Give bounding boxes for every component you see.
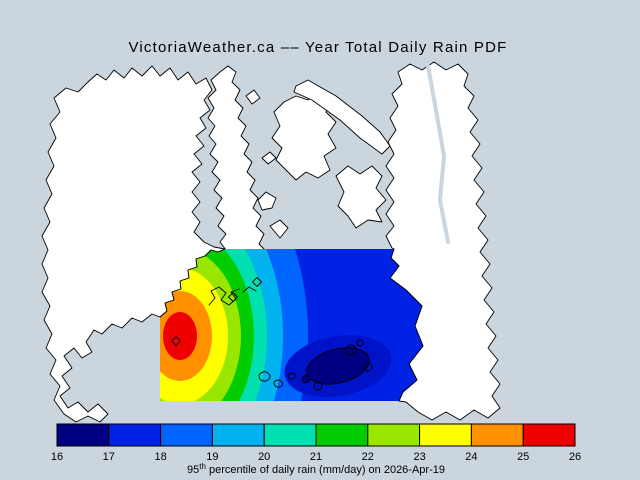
min-blob-16-17 xyxy=(306,347,370,385)
colorbar-segment xyxy=(160,423,213,447)
colorbar-segment xyxy=(470,423,524,447)
colorbar-tick-label: 18 xyxy=(154,451,166,463)
coastline-inlet-edge xyxy=(159,248,226,318)
station-marker-diamond-1 xyxy=(252,277,262,287)
station-marker-diamond-3 xyxy=(171,336,181,346)
colorbar-tick-label: 21 xyxy=(310,451,322,463)
station-marker-diamond-2 xyxy=(228,292,238,302)
gulf-island-3 xyxy=(335,165,387,229)
contour-squiggle-4 xyxy=(363,362,373,372)
small-island-2 xyxy=(269,219,289,239)
vancouver-island-landmass xyxy=(41,65,226,423)
colorbar-tick-label: 16 xyxy=(51,451,63,463)
colorbar-segment xyxy=(367,423,421,447)
contour-squiggle-1 xyxy=(345,344,357,356)
colorbar-tick-label: 25 xyxy=(517,451,529,463)
colorbar-segment xyxy=(263,423,317,447)
colorbar-tick-label: 23 xyxy=(413,451,425,463)
min-blob-small xyxy=(301,374,311,384)
colorbar-segment xyxy=(108,423,162,447)
small-island-4 xyxy=(261,151,277,165)
colorbar-tick-label: 26 xyxy=(569,451,581,463)
small-island-3 xyxy=(245,89,261,105)
harbour-squiggle-1 xyxy=(208,286,240,306)
strait-channel xyxy=(426,64,450,244)
gulf-island-2 xyxy=(293,79,391,155)
contour-band-25-26-max xyxy=(163,312,197,360)
small-island-1 xyxy=(257,191,277,211)
colorbar-frame xyxy=(56,423,576,447)
tiny-island-outline-2 xyxy=(273,379,284,388)
colorbar-segment xyxy=(315,423,369,447)
coastline-east-edge xyxy=(389,248,424,402)
contour-squiggle-3 xyxy=(313,381,323,391)
colorbar-segment xyxy=(211,423,265,447)
colorbar-segment xyxy=(56,423,110,447)
rain-data-layer xyxy=(160,249,423,401)
harbour-squiggle-2 xyxy=(242,286,257,293)
colorbar-tick-label: 24 xyxy=(465,451,477,463)
tiny-island-outline-3 xyxy=(287,372,296,380)
saanich-peninsula xyxy=(207,65,266,251)
colorbar-caption: 95th percentile of daily rain (mm/day) o… xyxy=(187,462,445,476)
chart-title: VictoriaWeather.ca –– Year Total Daily R… xyxy=(128,39,507,56)
colorbar-tick-label: 20 xyxy=(258,451,270,463)
colorbar-tick-label: 17 xyxy=(103,451,115,463)
colorbar-tick-label: 19 xyxy=(206,451,218,463)
colorbar-segment xyxy=(419,423,472,447)
contour-squiggle-2 xyxy=(356,339,364,347)
colorbar: 16 17 18 19 20 21 22 23 24 25 26 95th pe… xyxy=(51,423,581,476)
colorbar-tick-label: 22 xyxy=(362,451,374,463)
colorbar-segment xyxy=(522,423,576,447)
tiny-island-outline-1 xyxy=(258,371,271,382)
